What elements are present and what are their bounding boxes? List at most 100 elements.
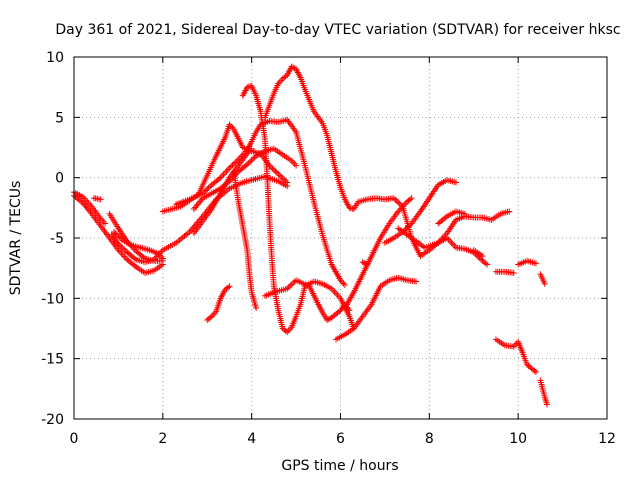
- x-tick-label: 6: [336, 431, 345, 447]
- data-point: [121, 246, 128, 253]
- data-point: [248, 157, 255, 164]
- data-point: [251, 154, 258, 161]
- data-point: [112, 230, 119, 237]
- data-point: [119, 245, 126, 252]
- x-tick-label: 4: [247, 431, 256, 447]
- series-arc19: [359, 259, 371, 268]
- series-arc6: [108, 231, 157, 266]
- series-arc21: [395, 225, 491, 268]
- data-point: [122, 248, 129, 255]
- data-point: [287, 282, 294, 289]
- data-point: [273, 169, 280, 176]
- data-point: [272, 168, 279, 175]
- x-tick-label: 0: [70, 431, 79, 447]
- data-point: [291, 278, 298, 285]
- chart-title: Day 361 of 2021, Sidereal Day-to-day VTE…: [55, 22, 620, 38]
- data-point: [232, 159, 239, 166]
- data-point: [395, 199, 402, 206]
- data-point: [396, 200, 403, 207]
- data-point: [293, 162, 300, 169]
- data-point: [248, 145, 255, 152]
- data-point: [484, 261, 491, 268]
- data-point: [285, 284, 292, 291]
- data-point: [393, 197, 400, 204]
- data-point: [202, 187, 209, 194]
- data-point: [253, 304, 260, 311]
- data-point: [159, 257, 166, 264]
- data-point: [390, 195, 397, 202]
- data-point: [510, 269, 517, 276]
- x-tick-label: 12: [598, 431, 616, 447]
- data-point: [230, 160, 237, 167]
- data-point: [216, 175, 223, 182]
- data-point: [364, 261, 371, 268]
- data-point: [115, 241, 122, 248]
- data-point: [207, 183, 214, 190]
- y-tick-label: 10: [46, 50, 64, 66]
- series-arc22: [435, 208, 468, 227]
- data-point: [284, 179, 291, 186]
- y-tick-label: 0: [55, 171, 64, 187]
- axis-ticks: 0 2 4 6 8 10 12 -20 -15 -10 -5 0 5 10: [41, 50, 616, 447]
- series-arc26: [515, 257, 539, 268]
- data-point: [78, 198, 85, 205]
- data-point: [227, 163, 234, 170]
- data-point: [226, 283, 233, 290]
- data-point: [544, 401, 551, 408]
- data-point: [270, 166, 277, 173]
- data-point: [113, 231, 120, 238]
- plot-frame: [73, 56, 608, 420]
- series-arc2: [90, 195, 104, 203]
- data-point: [207, 314, 214, 321]
- x-tick-label: 8: [425, 431, 434, 447]
- data-point: [118, 243, 125, 250]
- data-point: [404, 224, 411, 231]
- data-point: [413, 278, 420, 285]
- series-arc28: [537, 377, 551, 408]
- data-point: [482, 260, 489, 267]
- x-tick-label: 2: [158, 431, 167, 447]
- data-point: [97, 196, 104, 203]
- data-point: [279, 175, 286, 182]
- data-point: [408, 195, 415, 202]
- data-point: [205, 184, 212, 191]
- x-axis-label: GPS time / hours: [281, 458, 398, 474]
- data-point: [276, 172, 283, 179]
- series-arc25: [492, 336, 539, 375]
- y-tick-label: -20: [41, 412, 64, 428]
- series-arc4: [71, 192, 166, 276]
- data-point: [532, 260, 539, 267]
- data-point: [115, 233, 122, 240]
- data-point: [102, 220, 109, 227]
- data-point: [284, 285, 291, 292]
- data-point: [131, 262, 138, 269]
- data-point: [506, 208, 513, 215]
- series-arc12: [204, 283, 233, 324]
- data-point: [532, 368, 539, 375]
- data-point: [541, 280, 548, 287]
- y-tick-label: -15: [41, 352, 64, 368]
- y-tick-label: -10: [41, 291, 64, 307]
- data-point: [226, 165, 233, 172]
- data-point: [362, 260, 369, 267]
- data-point: [245, 159, 252, 166]
- data-point: [187, 227, 194, 234]
- y-tick-label: -5: [50, 231, 64, 247]
- data-point: [346, 307, 353, 314]
- data-point: [266, 162, 273, 169]
- data-point: [479, 253, 486, 260]
- data-point: [461, 210, 468, 217]
- y-tick-label: 5: [55, 110, 64, 126]
- data-point: [233, 157, 240, 164]
- x-tick-label: 10: [509, 431, 527, 447]
- data-point: [278, 173, 285, 180]
- data-point: [131, 255, 138, 262]
- data-point: [282, 178, 289, 185]
- series-arc9: [173, 116, 348, 289]
- series-arc24: [470, 247, 486, 260]
- series-arc17: [333, 274, 420, 343]
- data-point: [201, 188, 208, 195]
- data-point: [407, 221, 414, 228]
- data-point: [229, 162, 236, 169]
